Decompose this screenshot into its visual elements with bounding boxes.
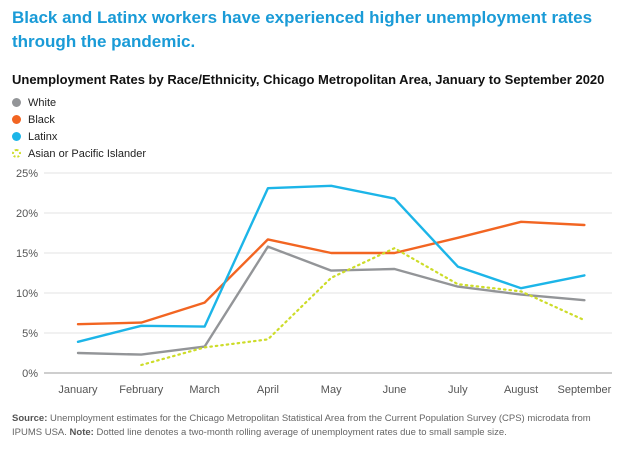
- legend-dot-latinx: [12, 132, 21, 141]
- y-tick-label: 15%: [16, 248, 38, 260]
- note-text: Dotted line denotes a two-month rolling …: [93, 427, 507, 438]
- legend-label-asian-pacific-islander: Asian or Pacific Islander: [28, 147, 146, 160]
- series-line-latinx: [76, 184, 586, 344]
- legend-dot-asian-pacific-islander: [12, 149, 21, 158]
- series-line-asian-pacific-islander: [140, 247, 586, 367]
- y-tick-label: 25%: [16, 168, 38, 180]
- y-tick-label: 5%: [22, 328, 38, 340]
- x-tick-label: August: [504, 384, 538, 396]
- x-tick-label: April: [257, 384, 279, 396]
- legend-dot-black: [12, 115, 21, 124]
- x-axis: January February March April May June July Augu…: [58, 384, 611, 396]
- x-tick-label: February: [119, 384, 164, 396]
- y-axis: 0% 5% 10% 15% 20% 25%: [16, 168, 38, 380]
- source-label: Source:: [12, 413, 48, 424]
- source-note: Source: Unemployment estimates for the C…: [12, 412, 612, 440]
- legend-item-latinx: Latinx: [12, 128, 146, 145]
- legend-dot-white: [12, 98, 21, 107]
- note-label: Note:: [69, 427, 94, 438]
- chart-title: Unemployment Rates by Race/Ethnicity, Ch…: [12, 72, 605, 87]
- x-tick-label: January: [58, 384, 98, 396]
- legend-label-latinx: Latinx: [28, 130, 58, 143]
- x-tick-label: June: [383, 384, 407, 396]
- series-line-white: [76, 245, 586, 356]
- x-tick-label: March: [189, 384, 220, 396]
- legend: White Black Latinx Asian or Pacific Isla…: [12, 94, 146, 162]
- legend-item-white: White: [12, 94, 146, 111]
- legend-item-black: Black: [12, 111, 146, 128]
- series-line-black: [76, 220, 586, 326]
- x-tick-label: July: [448, 384, 468, 396]
- series-lines: [76, 184, 586, 367]
- y-tick-label: 20%: [16, 208, 38, 220]
- legend-item-asian-pacific-islander: Asian or Pacific Islander: [12, 145, 146, 162]
- x-tick-label: May: [321, 384, 342, 396]
- gridlines: [44, 172, 612, 374]
- y-tick-label: 0%: [22, 368, 38, 380]
- legend-label-white: White: [28, 96, 57, 109]
- line-chart: 0% 5% 10% 15% 20% 25% January February March Apr…: [16, 168, 612, 396]
- legend-label-black: Black: [28, 113, 55, 126]
- headline: Black and Latinx workers have experience…: [12, 8, 593, 51]
- y-tick-label: 10%: [16, 288, 38, 300]
- x-tick-label: September: [557, 384, 611, 396]
- source-text: Unemployment estimates for the Chicago M…: [12, 413, 591, 438]
